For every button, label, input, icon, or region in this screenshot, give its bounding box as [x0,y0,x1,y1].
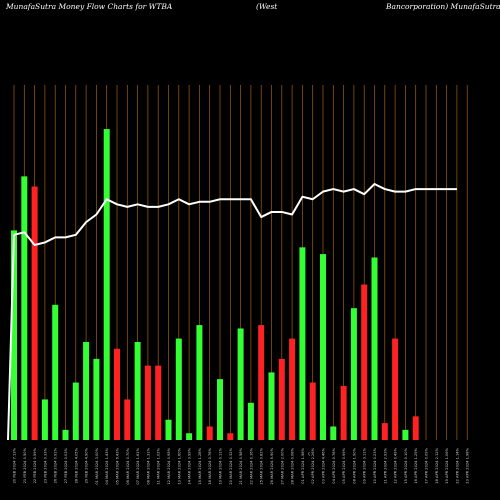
center-mark: ς [308,451,310,456]
x-tick-label: 29 FEB 2024 4.90% [85,447,89,483]
volume-bar [103,129,110,441]
volume-bar [155,365,162,440]
x-tick-label: 27 MAR 2024 2.00% [280,447,284,484]
volume-bar [268,372,275,440]
volume-bar [72,382,79,440]
volume-bars [11,129,419,441]
chart-title-part-2: (West [256,2,278,11]
volume-bar [11,230,17,440]
x-tick-label: 12 APR 2024 0.49% [394,447,398,483]
x-tick-label: 15 MAR 2024 1.28% [198,447,202,484]
x-tick-label: 11 APR 2024 2.93% [383,447,387,483]
x-tick-label: 16 APR 2024 1.29% [414,447,418,483]
x-tick-label: 15 APR 2024 0.10% [404,447,408,483]
volume-bar [62,429,69,440]
x-tick-label: 06 MAR 2024 0.70% [126,447,130,484]
x-tick-label: 17 APR 2024 0.09% [425,447,429,483]
volume-bar [227,433,234,440]
volume-bar [320,254,326,440]
x-tick-label: 04 APR 2024 0.78% [332,447,336,483]
x-tick-label: 18 APR 2024 2.12% [435,447,439,483]
volume-bar [299,247,306,440]
x-tick-label: 26 FEB 2024 0.91% [54,447,58,483]
x-tick-label: 25 MAR 2024 0.82% [260,447,264,484]
x-tick-label: 11 MAR 2024 1.02% [157,447,161,484]
volume-bar [21,176,28,441]
volume-bar [381,423,388,440]
x-tick-label: 01 APR 2024 1.58% [301,447,305,483]
x-tick-label: 22 FEB 2024 0.59% [33,447,37,483]
x-tick-labels: 20 FEB 2024 7.13% 21 FEB 2024 0.50% 22 FEB… [13,447,470,484]
x-tick-label: 19 APR 2024 1.06% [445,447,449,483]
x-tick-label: 19 MAR 2024 0.11% [219,447,223,484]
x-tick-label: 12 MAR 2024 0.95% [167,447,171,484]
volume-bar [412,416,419,440]
x-tick-label: 22 APR 2024 1.14% [455,447,459,483]
x-tick-label: 22 MAR 2024 0.16% [249,447,253,484]
volume-bar [247,402,254,440]
x-tick-label: 02 APR 2024 2.26% [311,447,315,483]
volume-bar [371,257,378,440]
volume-bar [134,341,141,440]
volume-bar [114,348,120,440]
volume-bar [258,325,265,440]
volume-bar [124,399,131,440]
x-tick-label: 28 MAR 2024 0.08% [291,447,295,484]
money-flow-line-group [7,183,457,441]
volume-bar [175,338,182,440]
volume-bar [309,382,316,440]
volume-bar [144,365,151,440]
volume-bar [350,308,357,440]
x-tick-label: 20 MAR 2024 0.32% [229,447,233,484]
x-tick-label: 01 MAR 2024 3.00% [95,447,99,484]
x-tick-label: 14 MAR 2024 3.99% [188,447,192,484]
x-tick-label: 21 MAR 2024 0.58% [239,447,243,484]
volume-bar [41,399,48,440]
volume-bar [83,341,90,440]
volume-bar [278,358,285,440]
volume-bar [289,338,296,440]
volume-bar [52,304,59,440]
volume-bar [392,338,399,440]
volume-bar [217,379,223,440]
x-tick-label: 18 MAR 2024 0.78% [208,447,212,484]
x-tick-label: 05 APR 2024 0.99% [342,447,346,483]
chart-title-part-1: MunafaSutra Money Flow Charts for WTBA [5,2,173,11]
volume-bar [330,426,337,440]
x-tick-label: 28 FEB 2024 4.05% [74,447,78,483]
x-tick-label: 04 MAR 2024 1.43% [105,447,109,484]
x-tick-label: 20 FEB 2024 7.13% [13,447,17,483]
money-flow-line-lead [7,234,15,441]
x-tick-label: 10 APR 2024 0.23% [373,447,377,483]
x-tick-label: 03 APR 2024 4.46% [322,447,326,483]
x-tick-label: 23 FEB 2024 0.33% [43,447,47,483]
x-tick-label: 09 APR 2024 3.11% [363,447,367,483]
money-flow-line [13,183,457,246]
volume-bar [186,433,193,440]
volume-bar [206,426,213,440]
x-tick-label: 13 MAR 2024 1.60% [177,447,181,484]
x-tick-label: 21 FEB 2024 0.50% [23,447,27,483]
volume-bar [165,419,172,440]
volume-bar [361,284,368,440]
chart-title-part-3: Bancorporation) MunafaSutra.com [385,2,500,11]
x-tick-label: 27 FEB 2024 0.03% [64,447,68,483]
x-tick-label: 07 MAR 2024 1.61% [136,447,140,484]
volume-bar [340,385,347,440]
x-tick-label: 08 MAR 2024 1.31% [146,447,150,484]
x-tick-label: 23 APR 2024 1.98% [466,447,470,483]
volume-bar [196,325,203,440]
x-tick-label: 08 APR 2024 1.90% [352,447,356,483]
volume-bar [237,328,244,440]
volume-bar [31,186,38,440]
x-tick-label: 26 MAR 2024 5.90% [270,447,274,484]
x-tick-label: 05 MAR 2024 6.43% [116,447,120,484]
volume-bar [402,429,409,440]
volume-bar [93,358,100,440]
